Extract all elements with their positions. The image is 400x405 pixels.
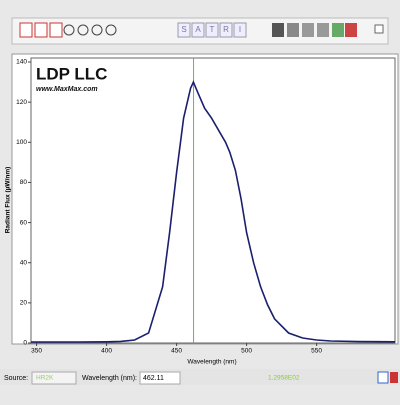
x-tick-label: 550 bbox=[311, 348, 322, 355]
letter-button[interactable] bbox=[233, 22, 247, 38]
zoom-button[interactable] bbox=[63, 24, 75, 36]
letter-button[interactable] bbox=[219, 22, 233, 38]
dropdown[interactable] bbox=[374, 24, 384, 34]
x-tick-label: 350 bbox=[31, 348, 42, 355]
y-tick-label: 20 bbox=[20, 300, 28, 307]
tool-button[interactable] bbox=[332, 23, 344, 37]
x-tick-label: 400 bbox=[101, 348, 112, 355]
letter-button[interactable] bbox=[205, 22, 219, 38]
y-tick-label: 80 bbox=[20, 179, 28, 186]
tool-button[interactable] bbox=[302, 23, 314, 37]
letter-button[interactable] bbox=[177, 22, 191, 38]
y-tick-label: 140 bbox=[16, 59, 27, 66]
logo-title: LDP LLC bbox=[36, 64, 107, 83]
tool-button[interactable] bbox=[317, 23, 329, 37]
zoom-button[interactable] bbox=[91, 24, 103, 36]
y-tick-label: 40 bbox=[20, 259, 28, 266]
letter-text: I bbox=[239, 25, 241, 34]
plot-frame bbox=[30, 57, 396, 344]
logo-url: www.MaxMax.com bbox=[36, 86, 98, 93]
wavelength-input[interactable] bbox=[139, 371, 181, 385]
wavelength-label: Wavelength (nm): bbox=[82, 375, 137, 382]
letter-text: R bbox=[223, 25, 229, 34]
save-button[interactable] bbox=[272, 23, 284, 37]
reading: 1.2958E02 bbox=[268, 375, 300, 382]
tool-button[interactable] bbox=[19, 22, 33, 38]
tool-button[interactable] bbox=[34, 22, 48, 38]
tool-button[interactable] bbox=[49, 22, 63, 38]
y-tick-label: 60 bbox=[20, 219, 28, 226]
status-button[interactable] bbox=[390, 372, 398, 383]
x-axis-label: Wavelength (nm) bbox=[187, 359, 236, 366]
y-tick-label: 100 bbox=[16, 139, 27, 146]
letter-button[interactable] bbox=[191, 22, 205, 38]
x-tick-label: 450 bbox=[171, 348, 182, 355]
x-tick-label: 500 bbox=[241, 348, 252, 355]
letter-text: T bbox=[210, 25, 215, 34]
y-axis-label: Radiant Flux (µW/nm) bbox=[5, 167, 12, 234]
status-bar bbox=[0, 369, 400, 385]
plot: 0 20 40 60 80 100 120 140 350 400 450 500 550 bbox=[16, 57, 396, 355]
spectrum-line bbox=[31, 80, 396, 343]
print-button[interactable] bbox=[287, 23, 299, 37]
zoom-button[interactable] bbox=[77, 24, 89, 36]
source-label: Source: bbox=[4, 375, 28, 382]
source-select[interactable] bbox=[31, 371, 77, 385]
y-tick-label: 120 bbox=[16, 99, 27, 106]
source-value: HR2K bbox=[36, 375, 54, 382]
tool-button[interactable] bbox=[345, 23, 357, 37]
chart-panel bbox=[11, 53, 399, 345]
y-tick-label: 0 bbox=[23, 340, 27, 347]
letter-text: A bbox=[195, 25, 201, 34]
status-button[interactable] bbox=[377, 371, 389, 384]
toolbar-icons bbox=[19, 22, 384, 38]
wavelength-value: 462.11 bbox=[143, 375, 164, 382]
zoom-button[interactable] bbox=[105, 24, 117, 36]
letter-text: S bbox=[181, 25, 186, 34]
